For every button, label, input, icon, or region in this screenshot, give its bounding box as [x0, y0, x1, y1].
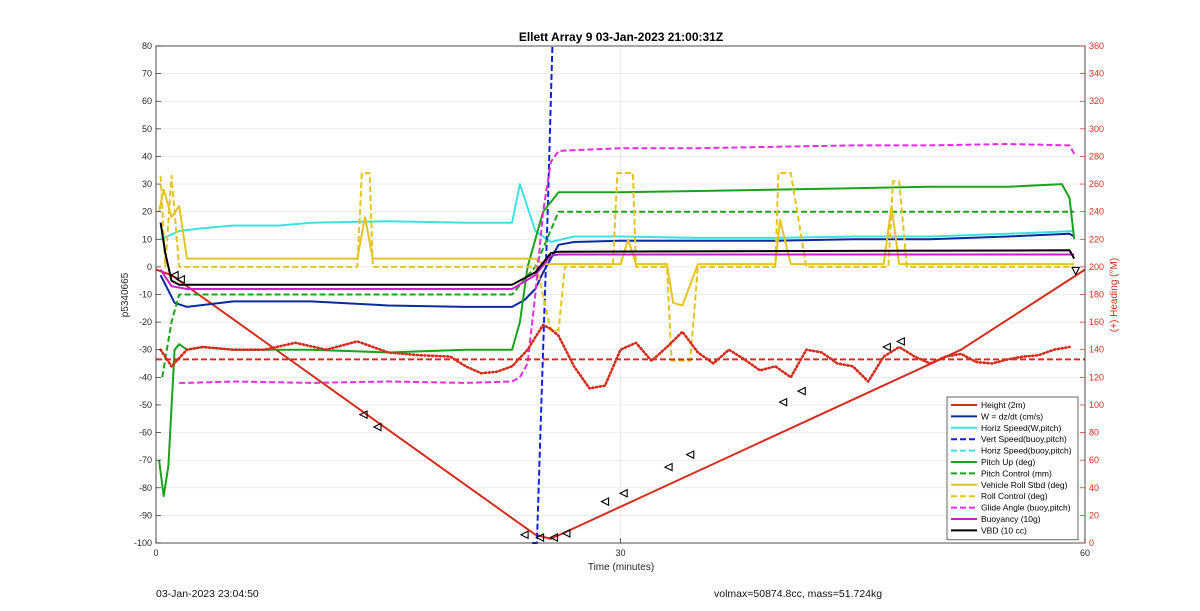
- y2-tick-label: 340: [1089, 69, 1104, 79]
- y-tick-label: 0: [147, 262, 152, 272]
- trajectory-marker: [175, 274, 185, 284]
- trajectory-marker: [618, 488, 628, 498]
- legend-label: VBD (10 cc): [981, 525, 1027, 535]
- y-tick-label: 10: [142, 234, 152, 244]
- trajectory-marker: [778, 397, 788, 407]
- trajectory-marker: [663, 462, 673, 472]
- y2-tick-label: 260: [1089, 179, 1104, 189]
- y-tick-label: 80: [142, 41, 152, 51]
- y-tick-label: 70: [142, 69, 152, 79]
- y-tick-label: -50: [139, 400, 152, 410]
- y-tick-label: 50: [142, 124, 152, 134]
- legend: Height (2m)W = dz/dt (cm/s) Horiz Speed(W…: [946, 396, 1079, 541]
- series-layer: [155, 45, 1086, 544]
- trajectory-marker: [685, 450, 695, 460]
- y2-tick-label: 220: [1089, 234, 1104, 244]
- trajectory-marker: [561, 528, 571, 538]
- series-line-6: [161, 210, 1075, 378]
- trajectory-marker: [796, 386, 806, 396]
- y2-tick-label: 20: [1089, 510, 1099, 520]
- y2-tick-label: 240: [1089, 207, 1104, 217]
- footer-params: volmax=50874.8cc, mass=51.724kg: [714, 588, 883, 600]
- legend-label: Pitch Control (mm): [981, 468, 1052, 478]
- x-tick-label: 60: [1080, 548, 1090, 558]
- series-line-12: [159, 323, 1071, 390]
- series-line-9: [179, 143, 1076, 384]
- legend-label: Buoyancy (10g): [981, 514, 1041, 524]
- trajectory-marker: [549, 532, 559, 542]
- y2-tick-label: 360: [1089, 41, 1104, 51]
- x-tick-label: 0: [153, 548, 158, 558]
- trajectory-marker: [1071, 266, 1081, 276]
- series-line-11: [159, 222, 1076, 286]
- y2-tick-label: 120: [1089, 372, 1104, 382]
- series-line-8: [159, 172, 1075, 362]
- axis-ticks: -100-90-80-70-60-50-40-30-20-10010203040…: [134, 41, 1104, 558]
- y-tick-label: -80: [139, 483, 152, 493]
- y-axis-label: p5340665: [120, 272, 131, 317]
- legend-box: [946, 396, 1079, 541]
- y2-tick-label: 300: [1089, 124, 1104, 134]
- chart-title: Ellett Array 9 03-Jan-2023 21:00:31Z: [519, 30, 723, 44]
- legend-label: Vehicle Roll Stbd (deg): [981, 480, 1068, 490]
- legend-label: Horiz Speed(buoy,pitch): [981, 446, 1072, 456]
- trajectory-marker: [372, 422, 382, 432]
- y-tick-label: -90: [139, 510, 152, 520]
- series-line-5: [158, 183, 1076, 498]
- x-tick-label: 30: [615, 548, 625, 558]
- y2-axis-label: (+) Heading (°M): [1109, 258, 1120, 332]
- y2-tick-label: 180: [1089, 290, 1104, 300]
- series-line-10: [159, 253, 1075, 290]
- marker-layer: [169, 266, 1081, 542]
- trajectory-marker: [519, 530, 529, 540]
- y-tick-label: 20: [142, 207, 152, 217]
- legend-label: Vert Speed(buoy,pitch): [981, 434, 1067, 444]
- legend-label: Roll Control (deg): [981, 491, 1048, 501]
- y2-tick-label: 80: [1089, 428, 1099, 438]
- y2-tick-label: 140: [1089, 345, 1104, 355]
- y2-tick-label: 60: [1089, 455, 1099, 465]
- y-tick-label: -30: [139, 345, 152, 355]
- trajectory-marker: [535, 532, 545, 542]
- y-tick-label: -70: [139, 455, 152, 465]
- trajectory-marker: [169, 270, 179, 280]
- y2-tick-label: 200: [1089, 262, 1104, 272]
- y-tick-label: -60: [139, 428, 152, 438]
- y2-tick-label: 160: [1089, 317, 1104, 327]
- legend-label: W = dz/dt (cm/s): [981, 411, 1043, 421]
- y2-tick-label: 280: [1089, 151, 1104, 161]
- y2-tick-label: 320: [1089, 96, 1104, 106]
- y-tick-label: -10: [139, 290, 152, 300]
- y-tick-label: -40: [139, 372, 152, 382]
- legend-label: Glide Angle (buoy,pitch): [981, 503, 1071, 513]
- series-line-2: [160, 183, 1075, 243]
- trajectory-marker: [881, 342, 891, 352]
- y-tick-label: 30: [142, 179, 152, 189]
- y-tick-label: 40: [142, 151, 152, 161]
- y-tick-label: -20: [139, 317, 152, 327]
- legend-label: Horiz Speed(W,pitch): [981, 423, 1061, 433]
- trajectory-marker: [895, 336, 905, 346]
- footer-timestamp: 03-Jan-2023 23:04:50: [156, 588, 259, 600]
- x-axis-label: Time (minutes): [588, 562, 654, 573]
- trajectory-marker: [358, 410, 368, 420]
- y2-tick-label: 0: [1089, 538, 1094, 548]
- y2-tick-label: 100: [1089, 400, 1104, 410]
- y2-tick-label: 40: [1089, 483, 1099, 493]
- y-tick-label: 60: [142, 96, 152, 106]
- legend-label: Pitch Up (deg): [981, 457, 1035, 467]
- legend-label: Height (2m): [981, 400, 1026, 410]
- y-tick-label: -100: [134, 538, 152, 548]
- trajectory-marker: [600, 497, 610, 507]
